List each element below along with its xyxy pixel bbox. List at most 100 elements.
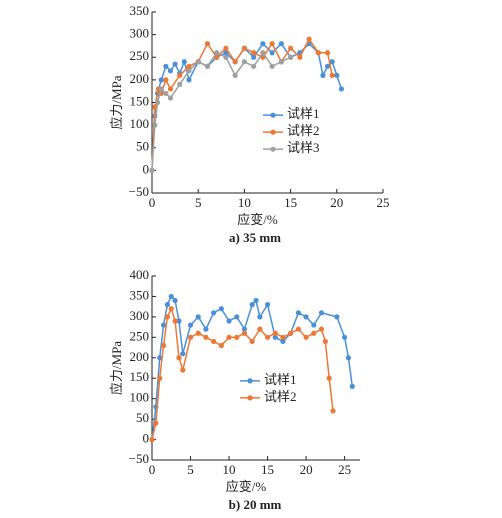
legend-label: 试样1: [264, 372, 297, 387]
data-point: [218, 342, 224, 349]
data-point: [278, 41, 284, 47]
y-tick-label: 250: [130, 48, 150, 63]
y-tick-label: 0: [143, 431, 150, 446]
data-point: [278, 59, 284, 65]
data-point: [303, 334, 309, 340]
data-point: [295, 310, 301, 316]
data-point: [241, 326, 248, 332]
data-point: [345, 355, 352, 361]
data-point: [152, 104, 158, 110]
x-tick-label: 25: [338, 462, 351, 477]
data-point: [223, 45, 229, 51]
data-point: [195, 59, 201, 65]
y-tick-label: 200: [130, 349, 150, 364]
x-tick-label: 25: [377, 195, 390, 210]
data-point: [203, 334, 209, 340]
data-point: [234, 314, 240, 320]
data-point: [168, 306, 174, 312]
data-point: [157, 375, 163, 381]
data-point: [288, 45, 294, 51]
data-point: [334, 314, 340, 320]
data-point: [186, 63, 192, 69]
data-point: [167, 86, 174, 92]
data-point: [280, 334, 286, 340]
data-point: [322, 338, 328, 345]
y-tick-label: 50: [136, 139, 149, 154]
data-point: [211, 338, 217, 345]
data-point: [280, 338, 286, 345]
data-point: [318, 310, 325, 316]
data-point: [164, 314, 171, 320]
y-tick-label: 100: [130, 390, 150, 405]
data-point: [181, 59, 187, 65]
data-point: [163, 90, 169, 97]
x-tick-label: 15: [284, 195, 297, 210]
data-point: [241, 59, 247, 65]
data-point: [218, 306, 224, 312]
legend-marker: [270, 146, 276, 152]
data-point: [172, 297, 178, 304]
y-tick-label: 100: [130, 116, 150, 131]
data-point: [269, 63, 275, 69]
legend-marker: [270, 129, 276, 135]
caption: a) 35 mm: [229, 230, 281, 245]
data-point: [160, 342, 167, 349]
data-point: [315, 50, 321, 56]
data-point: [338, 86, 345, 92]
data-point: [324, 50, 331, 56]
data-point: [232, 72, 238, 78]
x-tick-label: 20: [300, 462, 313, 477]
data-point: [187, 334, 194, 340]
data-point: [251, 54, 257, 60]
data-point: [154, 99, 161, 106]
data-point: [330, 408, 336, 414]
data-point: [186, 68, 192, 74]
data-point: [157, 355, 163, 361]
data-point: [164, 302, 171, 308]
data-point: [149, 167, 155, 173]
x-tick-label: 0: [149, 195, 156, 210]
y-tick-label: 150: [130, 93, 150, 108]
data-point: [253, 297, 259, 304]
y-tick-label: 0: [143, 161, 150, 176]
data-point: [288, 54, 294, 60]
data-point: [177, 81, 183, 87]
data-point: [311, 330, 317, 336]
data-point: [226, 318, 232, 324]
data-point: [257, 314, 263, 320]
data-point: [167, 95, 174, 101]
data-point: [329, 72, 335, 78]
x-tick-label: 10: [223, 462, 236, 477]
data-point: [349, 383, 355, 389]
data-point: [251, 63, 257, 69]
data-point: [163, 63, 169, 69]
x-axis-label: 应变/%: [237, 212, 278, 227]
y-tick-label: 50: [136, 410, 149, 425]
data-point: [264, 302, 271, 308]
data-point: [223, 54, 229, 60]
data-point: [187, 322, 194, 328]
data-point: [288, 330, 294, 336]
data-point: [297, 54, 303, 60]
data-point: [257, 326, 263, 332]
data-point: [232, 59, 238, 65]
data-point: [269, 41, 275, 47]
data-point: [249, 338, 255, 345]
data-point: [168, 293, 174, 300]
data-point: [180, 351, 186, 357]
data-point: [295, 326, 301, 332]
x-tick-label: 5: [187, 462, 194, 477]
data-point: [180, 367, 186, 373]
data-point: [269, 50, 275, 56]
data-point: [329, 59, 335, 65]
data-point: [203, 326, 209, 332]
y-tick-label: 300: [130, 308, 150, 323]
legend-marker: [247, 378, 253, 384]
data-point: [160, 322, 167, 328]
y-tick-label: 150: [130, 369, 150, 384]
y-tick-label: 350: [130, 287, 150, 302]
data-point: [272, 334, 278, 340]
data-point: [251, 50, 257, 56]
data-point: [234, 334, 240, 340]
legend-label: 试样2: [287, 123, 320, 138]
